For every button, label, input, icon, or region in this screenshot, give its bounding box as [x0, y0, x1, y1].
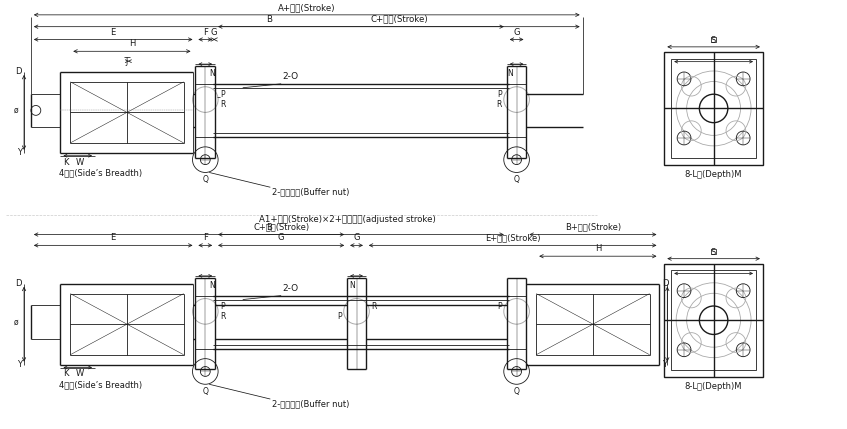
Text: 8-L深(Depth)M: 8-L深(Depth)M: [685, 170, 742, 179]
Text: P: P: [497, 90, 501, 99]
Bar: [711, 249, 716, 254]
Bar: [664, 263, 763, 377]
Text: 8-L深(Depth)M: 8-L深(Depth)M: [685, 382, 742, 391]
Text: P: P: [337, 312, 341, 321]
Text: E+行程(Stroke): E+行程(Stroke): [484, 233, 540, 242]
Text: R: R: [496, 100, 501, 109]
Text: F: F: [203, 233, 208, 242]
Text: Q: Q: [513, 175, 519, 184]
Bar: [711, 37, 716, 42]
Text: S: S: [711, 248, 717, 257]
Text: 2-O: 2-O: [282, 284, 298, 293]
Text: ø: ø: [14, 318, 18, 327]
Text: P: P: [497, 302, 501, 311]
Text: S: S: [711, 36, 717, 45]
Text: B: B: [266, 223, 272, 232]
Text: N: N: [209, 281, 215, 290]
Text: P: P: [220, 302, 224, 311]
Text: C+行程(Stroke): C+行程(Stroke): [370, 15, 428, 24]
Text: ø: ø: [14, 106, 18, 115]
Text: J: J: [126, 57, 128, 66]
Text: R: R: [220, 312, 225, 321]
Text: W: W: [76, 369, 85, 378]
Text: 2-缓冲螺帽(Buffer nut): 2-缓冲螺帽(Buffer nut): [272, 399, 350, 408]
Text: N: N: [349, 281, 355, 290]
Bar: [664, 52, 763, 165]
Text: W: W: [76, 158, 85, 167]
Text: E: E: [111, 27, 116, 36]
Text: D: D: [15, 279, 22, 288]
Text: Y: Y: [17, 148, 22, 157]
Text: F: F: [203, 27, 208, 36]
Text: N: N: [209, 69, 215, 78]
Text: E: E: [111, 233, 116, 242]
Bar: [672, 271, 756, 370]
Bar: [672, 59, 756, 158]
Text: G: G: [513, 27, 520, 36]
Text: B: B: [266, 15, 272, 24]
Text: N: N: [507, 69, 512, 78]
Text: H: H: [595, 244, 601, 253]
Text: C+行程(Stroke): C+行程(Stroke): [253, 223, 309, 232]
Text: G: G: [353, 233, 360, 242]
Text: Q: Q: [513, 387, 519, 396]
Text: K: K: [63, 369, 68, 378]
Text: K: K: [63, 158, 68, 167]
Text: A+行程(Stroke): A+行程(Stroke): [278, 3, 335, 12]
Text: G: G: [278, 233, 285, 242]
Text: Y: Y: [17, 360, 22, 369]
Text: 2-O: 2-O: [282, 72, 298, 81]
Text: Q: Q: [202, 175, 208, 184]
Text: Y: Y: [662, 360, 667, 369]
Text: P: P: [220, 90, 224, 99]
Text: Q: Q: [202, 387, 208, 396]
Text: 4面幅(Side’s Breadth): 4面幅(Side’s Breadth): [58, 169, 141, 178]
Text: R: R: [371, 302, 377, 311]
Text: D: D: [662, 279, 669, 288]
Text: 2-缓冲螺帽(Buffer nut): 2-缓冲螺帽(Buffer nut): [272, 187, 350, 196]
Text: R: R: [220, 100, 225, 109]
Text: B+行程(Stroke): B+行程(Stroke): [565, 223, 621, 232]
Text: A1+行程(Stroke)×2+可调行程(adjusted stroke): A1+行程(Stroke)×2+可调行程(adjusted stroke): [259, 214, 436, 224]
Text: D: D: [15, 67, 22, 76]
Text: G: G: [211, 27, 218, 36]
Text: H: H: [129, 39, 135, 48]
Text: 4面幅(Side’s Breadth): 4面幅(Side’s Breadth): [58, 381, 141, 390]
